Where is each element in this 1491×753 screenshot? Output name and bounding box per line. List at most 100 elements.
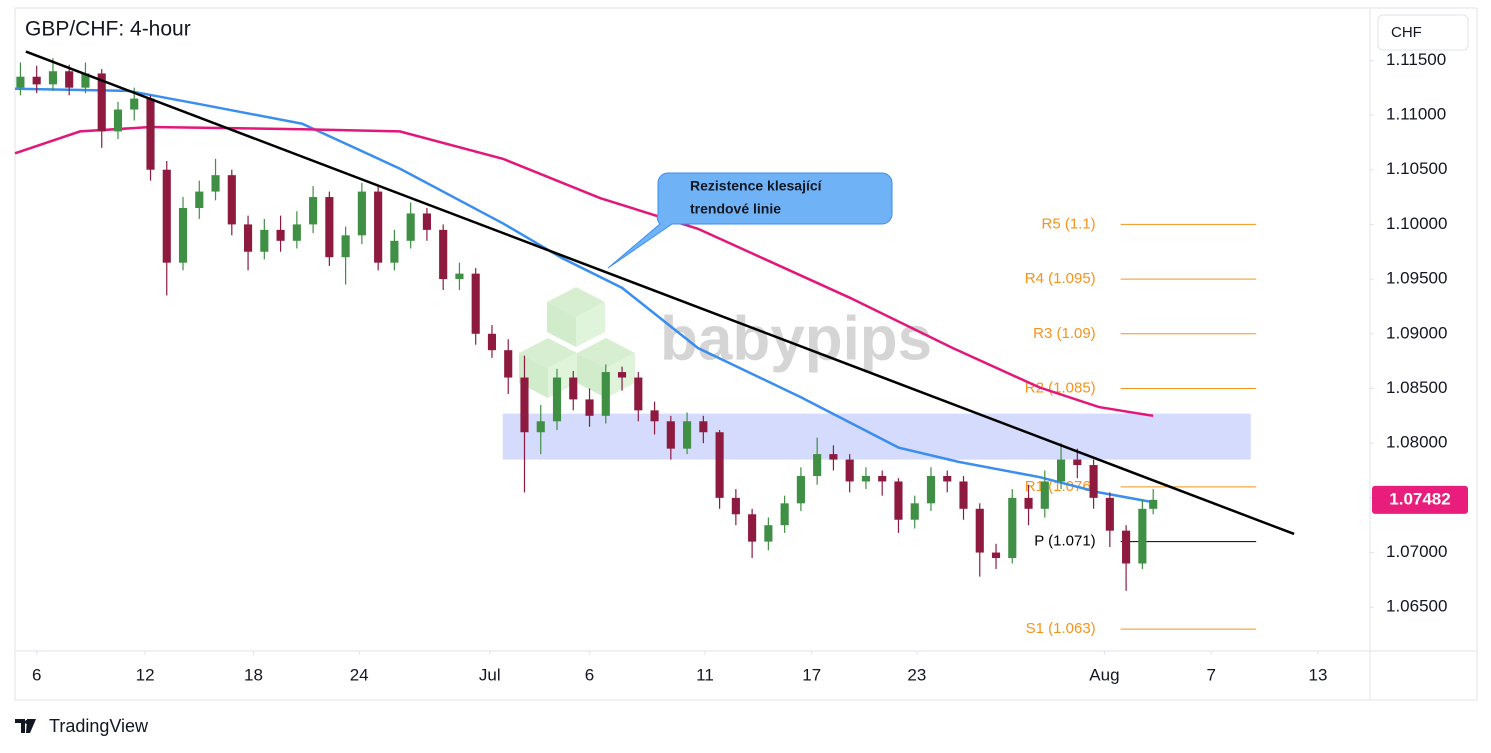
candle-body (748, 514, 757, 542)
y-tick-label: 1.11000 (1386, 104, 1446, 123)
candle-body (455, 273, 464, 280)
annotation-text: trendové linie (690, 201, 781, 217)
plot-area: R5 (1.1)R4 (1.095)R3 (1.09)R2 (1.085)R1 … (14, 50, 1295, 637)
candle-body (130, 98, 139, 110)
candle-body (211, 175, 220, 192)
candle-body (813, 454, 822, 476)
pivot-label: R4 (1.095) (1025, 270, 1096, 287)
candle-body (552, 377, 562, 422)
x-tick-label: 13 (1309, 665, 1328, 684)
frame (14, 7, 1478, 701)
last-price-label: 1.07482 (1389, 489, 1450, 508)
candle-body (796, 475, 805, 504)
x-tick-label: 12 (136, 665, 155, 684)
y-tick-label: 1.08500 (1386, 378, 1447, 397)
candle-body (341, 235, 350, 258)
left-margin (0, 8, 14, 700)
candle-body (764, 525, 773, 542)
y-tick-label: 1.11500 (1386, 50, 1446, 69)
candle-body (829, 454, 838, 460)
candle-body (48, 71, 58, 85)
candle-body (1008, 497, 1017, 559)
candle-body (617, 372, 627, 378)
moving-average (14, 125, 1154, 418)
x-tick-label: 24 (350, 665, 369, 684)
candle-body (585, 399, 594, 416)
candle-body (276, 229, 285, 241)
brand-logo (15, 719, 36, 733)
candle-body (943, 475, 952, 482)
pivot-label: R2 (1.085) (1025, 379, 1096, 396)
pivot-label: S1 (1.063) (1026, 620, 1096, 637)
candle-body (325, 197, 334, 258)
candle-body (683, 421, 692, 449)
candle-body (309, 197, 318, 225)
candle-body (357, 191, 366, 236)
candle-body (487, 333, 497, 351)
candle-body (731, 497, 740, 515)
candle-body (113, 109, 123, 132)
candle-body (81, 73, 90, 88)
candle-body (422, 213, 431, 230)
candle-body (97, 73, 106, 132)
annotation-box (607, 172, 893, 269)
candle-body (715, 432, 724, 498)
candle-body (975, 508, 984, 553)
candle-body (601, 372, 610, 416)
last-price-tag (1372, 485, 1468, 514)
candle-body (146, 98, 155, 170)
trendline (25, 50, 1295, 536)
watermark: babypips (519, 287, 932, 398)
candle-body (195, 191, 204, 208)
candle-body (1024, 497, 1033, 509)
y-tick-label: 1.06500 (1386, 597, 1447, 616)
x-tick-label: 6 (32, 665, 41, 684)
x-tick-label: 7 (1206, 665, 1215, 684)
pivot-label: P (1.071) (1034, 533, 1095, 550)
candle-body (1105, 497, 1114, 531)
x-tick-label: 11 (696, 665, 714, 684)
pivot-label: R3 (1.09) (1033, 325, 1096, 342)
candle-body (243, 224, 253, 252)
candle-body (1040, 481, 1049, 509)
candle-body (504, 350, 513, 378)
candle-body (666, 421, 675, 449)
candle-body (16, 76, 25, 88)
candle-body (1089, 465, 1098, 498)
candle-body (634, 377, 643, 411)
candle-body (894, 481, 903, 520)
candle-body (536, 421, 545, 433)
candle-body (845, 459, 854, 482)
candle-body (878, 475, 887, 482)
x-tick-label: Jul (479, 665, 501, 684)
candle-body (699, 421, 708, 433)
brand-name: TradingView (49, 716, 149, 736)
currency-label: CHF (1391, 24, 1422, 41)
candle-body (991, 552, 1001, 559)
candle-body (471, 273, 480, 334)
candle-body (959, 481, 968, 509)
candle-body (390, 240, 399, 263)
candle-body (32, 76, 41, 85)
x-tick-label: Aug (1089, 665, 1119, 684)
watermark-text: babypips (660, 304, 932, 373)
currency-box (1377, 14, 1469, 51)
candle-body (861, 475, 871, 482)
y-tick-label: 1.09500 (1386, 269, 1447, 288)
candle-body (406, 213, 415, 241)
candle-body (1122, 530, 1131, 564)
candle-body (162, 169, 171, 263)
x-tick-label: 17 (802, 665, 821, 684)
candle-body (569, 377, 578, 400)
candle-body (374, 191, 383, 263)
candle-body (178, 207, 188, 263)
candle-body (650, 410, 659, 422)
candle-body (227, 175, 236, 225)
candle-body (1149, 499, 1158, 509)
candle-body (1073, 459, 1082, 466)
y-tick-label: 1.09000 (1386, 323, 1447, 342)
y-tick-label: 1.10000 (1386, 214, 1447, 233)
candle-body (910, 503, 919, 520)
y-tick-label: 1.08000 (1386, 433, 1447, 452)
